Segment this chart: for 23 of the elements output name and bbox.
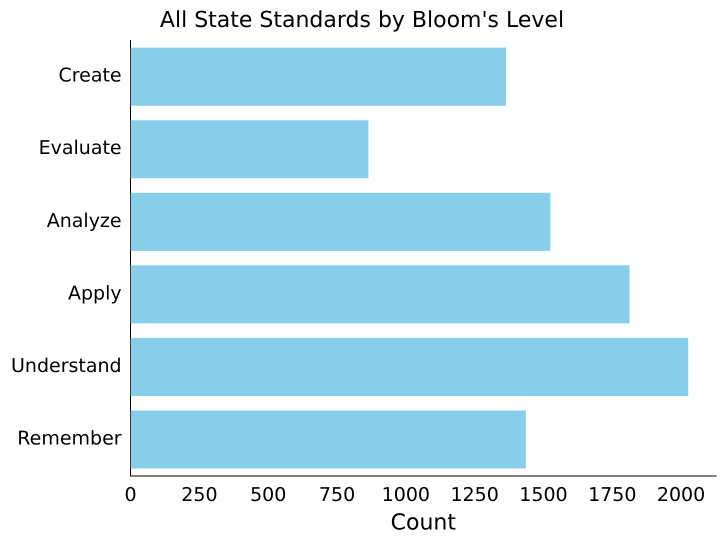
bar bbox=[130, 192, 550, 251]
bar bbox=[130, 120, 368, 178]
chart-title: All State Standards by Bloom's Level bbox=[160, 8, 564, 33]
bar bbox=[130, 48, 506, 106]
x-tick-label: 500 bbox=[250, 484, 286, 506]
x-tick-label: 0 bbox=[124, 484, 137, 506]
x-tick-label: 750 bbox=[318, 484, 356, 506]
x-tick-label: 1250 bbox=[450, 484, 499, 506]
y-tick-label: Create bbox=[58, 64, 122, 87]
y-tick-label: Remember bbox=[17, 427, 122, 450]
y-tick-label: Evaluate bbox=[38, 137, 122, 160]
bar bbox=[130, 338, 688, 396]
x-tick-label: 2000 bbox=[656, 484, 706, 506]
y-tick-label: Understand bbox=[10, 354, 122, 377]
y-tick-label: Apply bbox=[68, 282, 122, 304]
bar bbox=[130, 410, 526, 469]
x-tick-label: 250 bbox=[181, 484, 218, 506]
y-tick-label: Analyze bbox=[46, 210, 122, 232]
x-tick-label: 1000 bbox=[382, 484, 430, 506]
x-axis-title: Count bbox=[390, 510, 456, 536]
bar bbox=[130, 265, 630, 324]
x-tick-label: 1750 bbox=[588, 484, 636, 506]
x-tick-label: 1500 bbox=[519, 484, 568, 506]
